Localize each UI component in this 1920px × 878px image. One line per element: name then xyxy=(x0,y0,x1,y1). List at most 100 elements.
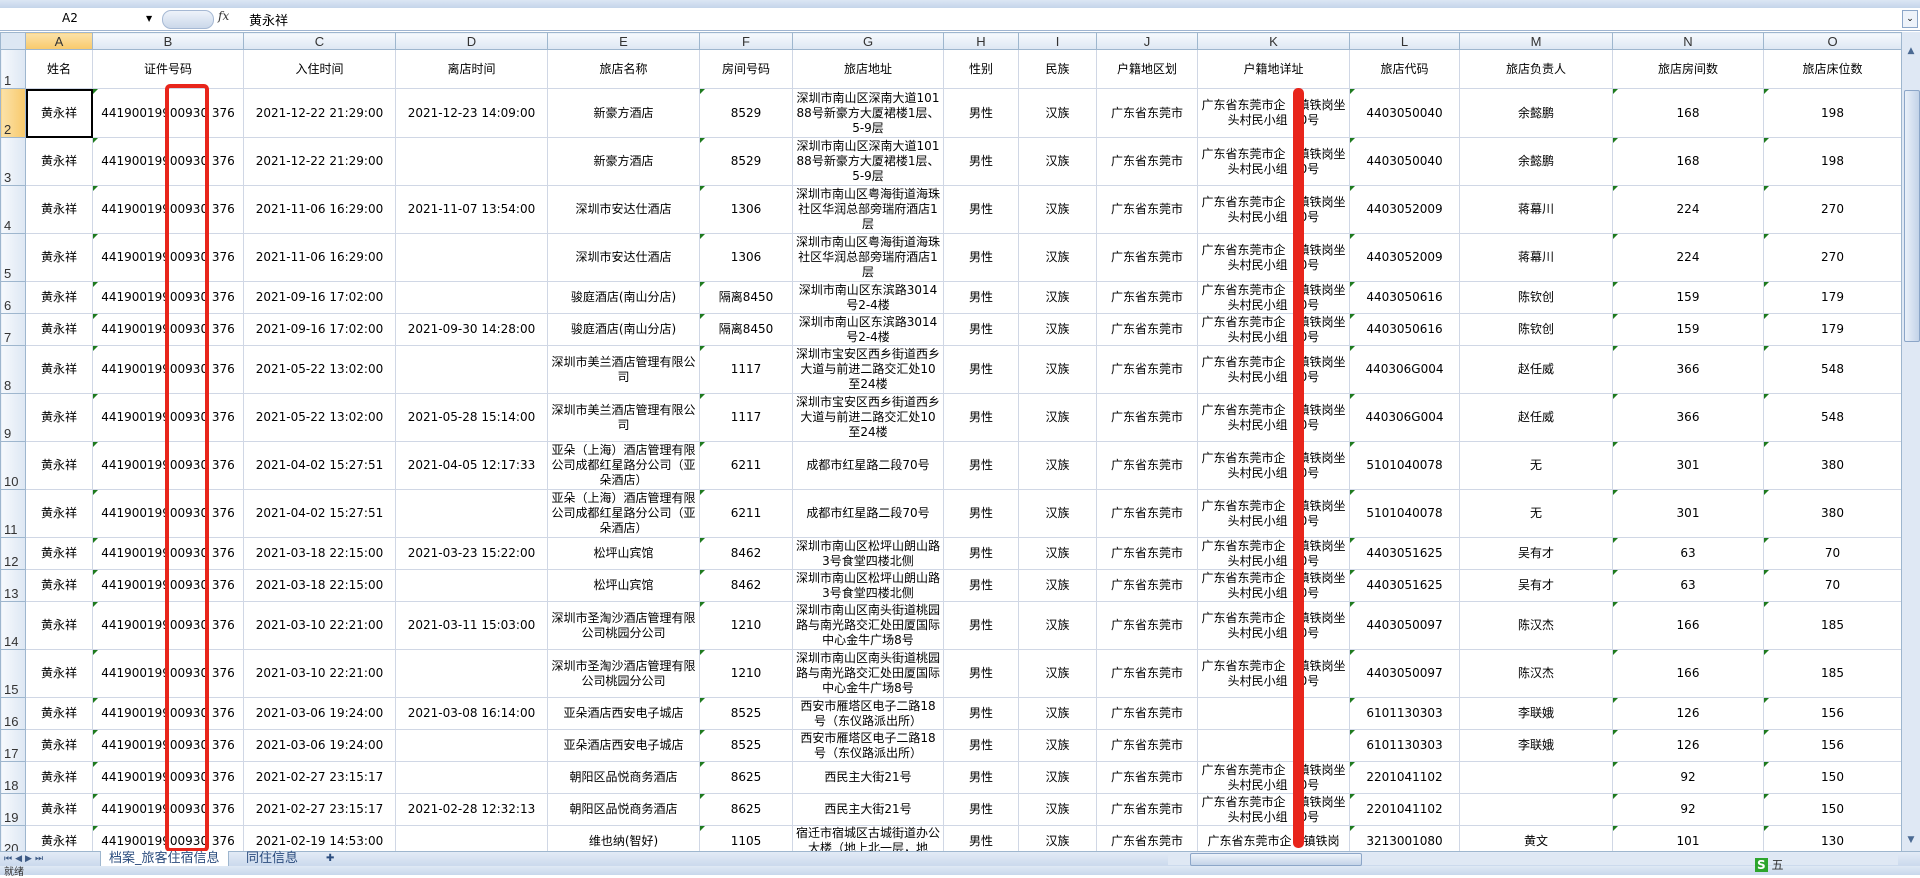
cell-g3[interactable]: 深圳市南山区深南大道10188号新豪方大厦裙楼1层、5-9层 xyxy=(792,137,944,186)
cell-e11[interactable]: 亚朵（上海）酒店管理有限公司成都红星路分公司（亚朵酒店） xyxy=(547,489,700,538)
cell-h3[interactable]: 男性 xyxy=(943,137,1019,186)
cell-n2[interactable]: 168 xyxy=(1612,88,1764,138)
cell-j6[interactable]: 广东省东莞市 xyxy=(1096,281,1198,314)
column-header-m[interactable]: M xyxy=(1459,32,1613,50)
column-header-o[interactable]: O xyxy=(1763,32,1902,50)
cell-a14[interactable]: 黄永祥 xyxy=(25,601,93,650)
column-title[interactable]: 入住时间 xyxy=(243,49,396,89)
vertical-scrollbar[interactable]: ▲ ▼ xyxy=(1901,32,1920,851)
cell-l19[interactable]: 2201041102 xyxy=(1349,793,1460,826)
column-title[interactable]: 户籍地区划 xyxy=(1096,49,1198,89)
horizontal-scrollbar[interactable] xyxy=(1168,853,1898,866)
cell-d18[interactable] xyxy=(395,761,548,794)
cell-f4[interactable]: 1306 xyxy=(699,185,793,234)
cell-d12[interactable]: 2021-03-23 15:22:00 xyxy=(395,537,548,570)
name-box[interactable]: A2 ▼ xyxy=(0,9,158,28)
cell-e13[interactable]: 松坪山宾馆 xyxy=(547,569,700,602)
cell-n17[interactable]: 126 xyxy=(1612,729,1764,762)
column-header-j[interactable]: J xyxy=(1096,32,1198,50)
cell-n7[interactable]: 159 xyxy=(1612,313,1764,346)
cell-k12[interactable]: 广东省东莞市企 镇铁岗坐头村民小组 0号 xyxy=(1197,537,1350,570)
cell-c2[interactable]: 2021-12-22 21:29:00 xyxy=(243,88,396,138)
cell-e18[interactable]: 朝阳区品悦商务酒店 xyxy=(547,761,700,794)
cell-e9[interactable]: 深圳市美兰酒店管理有限公司 xyxy=(547,393,700,442)
cell-o18[interactable]: 150 xyxy=(1763,761,1902,794)
cell-f2[interactable]: 8529 xyxy=(699,88,793,138)
cell-h10[interactable]: 男性 xyxy=(943,441,1019,490)
cell-g7[interactable]: 深圳市南山区东滨路3014号2-4楼 xyxy=(792,313,944,346)
cell-a9[interactable]: 黄永祥 xyxy=(25,393,93,442)
scroll-up-icon[interactable]: ▲ xyxy=(1907,46,1915,56)
cell-d4[interactable]: 2021-11-07 13:54:00 xyxy=(395,185,548,234)
cell-h6[interactable]: 男性 xyxy=(943,281,1019,314)
cell-a10[interactable]: 黄永祥 xyxy=(25,441,93,490)
cell-a4[interactable]: 黄永祥 xyxy=(25,185,93,234)
cell-c6[interactable]: 2021-09-16 17:02:00 xyxy=(243,281,396,314)
cell-n10[interactable]: 301 xyxy=(1612,441,1764,490)
sheet-table[interactable]: A B C D E F G H I J K L M N O 1 姓名 证件号码 入住时间 离店时间 旅店名称 房间号码 旅店… xyxy=(0,32,1902,857)
row-header[interactable]: 16 xyxy=(0,697,26,730)
cell-i14[interactable]: 汉族 xyxy=(1018,601,1097,650)
cell-j5[interactable]: 广东省东莞市 xyxy=(1096,233,1198,282)
cell-f9[interactable]: 1117 xyxy=(699,393,793,442)
column-header-h[interactable]: H xyxy=(943,32,1019,50)
cell-i18[interactable]: 汉族 xyxy=(1018,761,1097,794)
cell-g4[interactable]: 深圳市南山区粤海街道海珠社区华润总部旁瑞府酒店1层 xyxy=(792,185,944,234)
cell-l8[interactable]: 440306G004 xyxy=(1349,345,1460,394)
cell-f17[interactable]: 8525 xyxy=(699,729,793,762)
row-header[interactable]: 5 xyxy=(0,233,26,282)
cell-i4[interactable]: 汉族 xyxy=(1018,185,1097,234)
cell-m16[interactable]: 李联娥 xyxy=(1459,697,1613,730)
cell-n18[interactable]: 92 xyxy=(1612,761,1764,794)
cell-f19[interactable]: 8625 xyxy=(699,793,793,826)
cell-e7[interactable]: 骏庭酒店(南山分店) xyxy=(547,313,700,346)
cell-j12[interactable]: 广东省东莞市 xyxy=(1096,537,1198,570)
ime-toolbar[interactable]: S 五 xyxy=(1755,856,1784,873)
cell-e8[interactable]: 深圳市美兰酒店管理有限公司 xyxy=(547,345,700,394)
cell-c9[interactable]: 2021-05-22 13:02:00 xyxy=(243,393,396,442)
cell-d3[interactable] xyxy=(395,137,548,186)
cell-a11[interactable]: 黄永祥 xyxy=(25,489,93,538)
cell-i10[interactable]: 汉族 xyxy=(1018,441,1097,490)
column-title[interactable]: 性别 xyxy=(943,49,1019,89)
cell-h8[interactable]: 男性 xyxy=(943,345,1019,394)
cell-l5[interactable]: 4403052009 xyxy=(1349,233,1460,282)
cell-h16[interactable]: 男性 xyxy=(943,697,1019,730)
cell-g19[interactable]: 西民主大街21号 xyxy=(792,793,944,826)
column-header-e[interactable]: E xyxy=(547,32,700,50)
cell-g14[interactable]: 深圳市南山区南头街道桃园路与南光路交汇处田厦国际中心金牛广场8号 xyxy=(792,601,944,650)
column-title[interactable]: 旅店房间数 xyxy=(1612,49,1764,89)
cell-n14[interactable]: 166 xyxy=(1612,601,1764,650)
cell-e6[interactable]: 骏庭酒店(南山分店) xyxy=(547,281,700,314)
column-header-b[interactable]: B xyxy=(92,32,244,50)
cell-n6[interactable]: 159 xyxy=(1612,281,1764,314)
cell-k5[interactable]: 广东省东莞市企 镇铁岗坐头村民小组 0号 xyxy=(1197,233,1350,282)
cell-e4[interactable]: 深圳市安达仕酒店 xyxy=(547,185,700,234)
cell-a17[interactable]: 黄永祥 xyxy=(25,729,93,762)
cell-g6[interactable]: 深圳市南山区东滨路3014号2-4楼 xyxy=(792,281,944,314)
cell-m2[interactable]: 余懿鹏 xyxy=(1459,88,1613,138)
cell-m11[interactable]: 无 xyxy=(1459,489,1613,538)
cell-j8[interactable]: 广东省东莞市 xyxy=(1096,345,1198,394)
column-header-g[interactable]: G xyxy=(792,32,944,50)
row-header[interactable]: 8 xyxy=(0,345,26,394)
cell-d17[interactable] xyxy=(395,729,548,762)
row-header[interactable]: 19 xyxy=(0,793,26,826)
formula-bar-splitter[interactable] xyxy=(162,10,214,29)
cell-i8[interactable]: 汉族 xyxy=(1018,345,1097,394)
cell-e5[interactable]: 深圳市安达仕酒店 xyxy=(547,233,700,282)
cell-c16[interactable]: 2021-03-06 19:24:00 xyxy=(243,697,396,730)
cell-n4[interactable]: 224 xyxy=(1612,185,1764,234)
cell-d7[interactable]: 2021-09-30 14:28:00 xyxy=(395,313,548,346)
cell-c4[interactable]: 2021-11-06 16:29:00 xyxy=(243,185,396,234)
row-header[interactable]: 10 xyxy=(0,441,26,490)
cell-f8[interactable]: 1117 xyxy=(699,345,793,394)
cell-j11[interactable]: 广东省东莞市 xyxy=(1096,489,1198,538)
cell-h17[interactable]: 男性 xyxy=(943,729,1019,762)
row-header[interactable]: 7 xyxy=(0,313,26,346)
cell-g8[interactable]: 深圳市宝安区西乡街道西乡大道与前进二路交汇处10至24楼 xyxy=(792,345,944,394)
cell-j14[interactable]: 广东省东莞市 xyxy=(1096,601,1198,650)
column-header-l[interactable]: L xyxy=(1349,32,1460,50)
column-title[interactable]: 民族 xyxy=(1018,49,1097,89)
cell-n19[interactable]: 92 xyxy=(1612,793,1764,826)
